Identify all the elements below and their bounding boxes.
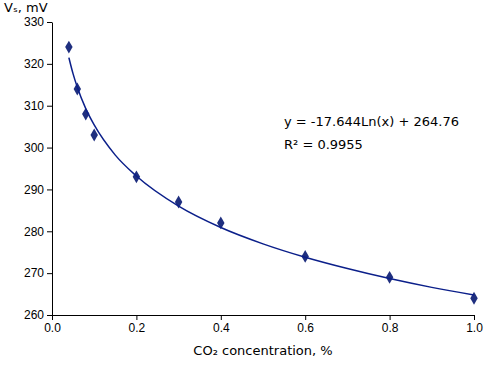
y-tick-label: 300 — [24, 141, 44, 155]
annotation: R² = 0.9955 — [284, 137, 363, 152]
x-tick-label: 0.0 — [44, 321, 61, 335]
y-axis-line — [52, 23, 53, 316]
x-tick-mark — [305, 315, 306, 320]
y-tick: 310 — [24, 99, 52, 113]
y-tick-mark — [47, 273, 52, 274]
y-tick-label: 280 — [24, 225, 44, 239]
x-tick: 0.6 — [297, 315, 314, 335]
x-tick: 0.8 — [382, 315, 399, 335]
x-tick-mark — [474, 315, 475, 320]
plot-area: 0.0 0.2 0.4 0.6 0.8 1.0 260 270 280 290 300 310 320 3… — [24, 15, 483, 334]
y-tick-label: 290 — [24, 183, 44, 197]
y-tick-label: 270 — [24, 266, 44, 280]
chart: 0.0 0.2 0.4 0.6 0.8 1.0 260 270 280 290 300 310 320 3… — [0, 0, 500, 367]
y-tick-mark — [47, 22, 52, 23]
y-axis: 260 270 280 290 300 310 320 330 — [24, 15, 53, 322]
y-tick-mark — [47, 106, 52, 107]
x-tick-mark — [390, 315, 391, 320]
y-tick: 270 — [24, 266, 52, 280]
x-tick-label: 0.4 — [213, 321, 230, 335]
x-tick-label: 0.6 — [297, 321, 314, 335]
x-tick: 1.0 — [466, 315, 483, 335]
y-tick: 330 — [24, 15, 52, 29]
x-tick-label: 1.0 — [466, 321, 483, 335]
x-axis: 0.0 0.2 0.4 0.6 0.8 1.0 — [44, 315, 483, 335]
annotation: y = -17.644Ln(x) + 264.76 — [284, 114, 459, 129]
trend-line — [69, 58, 474, 295]
x-axis-title: CO₂ concentration, % — [193, 343, 332, 358]
y-tick: 280 — [24, 225, 52, 239]
y-tick-label: 260 — [24, 308, 44, 322]
y-tick-mark — [47, 148, 52, 149]
y-tick-label: 310 — [24, 99, 44, 113]
data-point — [65, 41, 72, 54]
x-axis-line — [53, 315, 475, 316]
y-tick: 320 — [24, 57, 52, 71]
x-tick-mark — [221, 315, 222, 320]
x-tick-label: 0.2 — [129, 321, 146, 335]
y-tick-mark — [47, 315, 52, 316]
y-axis-title: Vₛ, mV — [4, 0, 48, 15]
y-tick: 300 — [24, 141, 52, 155]
y-tick-mark — [47, 64, 52, 65]
x-tick-mark — [52, 315, 53, 320]
y-tick-label: 320 — [24, 57, 44, 71]
y-tick-label: 330 — [24, 15, 44, 29]
x-tick: 0.4 — [213, 315, 230, 335]
x-tick-label: 0.8 — [382, 321, 399, 335]
x-tick-mark — [136, 315, 137, 320]
x-tick: 0.0 — [44, 315, 61, 335]
data-layer — [65, 41, 478, 305]
x-tick: 0.2 — [129, 315, 146, 335]
y-tick-mark — [47, 189, 52, 190]
y-tick: 260 — [24, 308, 52, 322]
y-tick: 290 — [24, 183, 52, 197]
y-tick-mark — [47, 231, 52, 232]
